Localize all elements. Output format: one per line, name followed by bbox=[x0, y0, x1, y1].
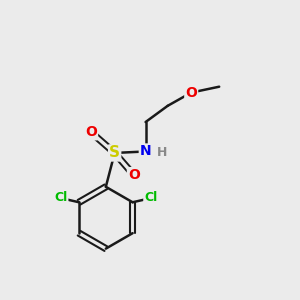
Text: O: O bbox=[128, 168, 140, 182]
Text: O: O bbox=[85, 125, 97, 139]
Text: N: N bbox=[140, 145, 152, 158]
Text: O: O bbox=[185, 85, 197, 100]
Text: H: H bbox=[157, 146, 167, 159]
Text: Cl: Cl bbox=[144, 191, 158, 204]
Text: S: S bbox=[109, 146, 120, 160]
Text: Cl: Cl bbox=[54, 191, 68, 204]
